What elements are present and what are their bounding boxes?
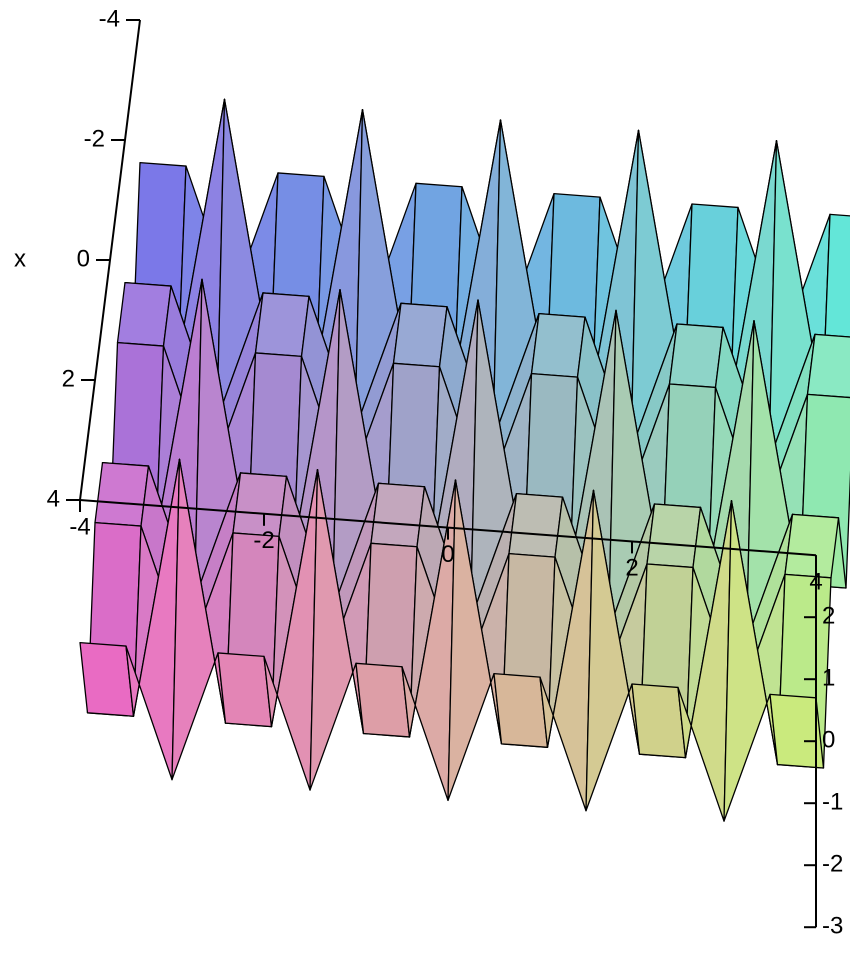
surface-patch xyxy=(79,641,135,717)
surface-patch xyxy=(668,323,724,389)
surface-patch xyxy=(646,503,702,569)
x-axis-label: x xyxy=(14,245,26,272)
z-tick-label: 1 xyxy=(822,665,835,692)
surface-patch xyxy=(116,281,172,347)
surface-patch xyxy=(370,482,426,548)
x-tick-label: 0 xyxy=(77,245,90,272)
surface-patch xyxy=(254,292,310,358)
surface-patch xyxy=(392,302,448,368)
x-tick-label: -4 xyxy=(99,5,120,32)
y-tick-label: 2 xyxy=(625,555,638,582)
z-tick-label: 2 xyxy=(822,603,835,630)
x-tick-label: -2 xyxy=(84,125,105,152)
surface-patch xyxy=(217,652,273,728)
surface-patch xyxy=(508,492,564,558)
surface-patch xyxy=(94,461,150,527)
surface-patch xyxy=(530,312,586,378)
z-tick-label: -2 xyxy=(822,851,843,878)
z-tick-label: 0 xyxy=(822,727,835,754)
y-tick-label: -2 xyxy=(253,527,274,554)
y-tick-label: -4 xyxy=(69,513,90,540)
x-tick-label: 2 xyxy=(62,365,75,392)
surface-patch xyxy=(355,662,411,738)
surface-patch xyxy=(493,673,549,748)
x-tick-label: 4 xyxy=(47,485,60,512)
z-tick-label: -1 xyxy=(822,789,843,816)
z-tick-label: -3 xyxy=(822,913,843,940)
surface-patch xyxy=(806,333,850,399)
surface-patch xyxy=(631,683,687,759)
y-tick-label: 0 xyxy=(441,541,454,568)
